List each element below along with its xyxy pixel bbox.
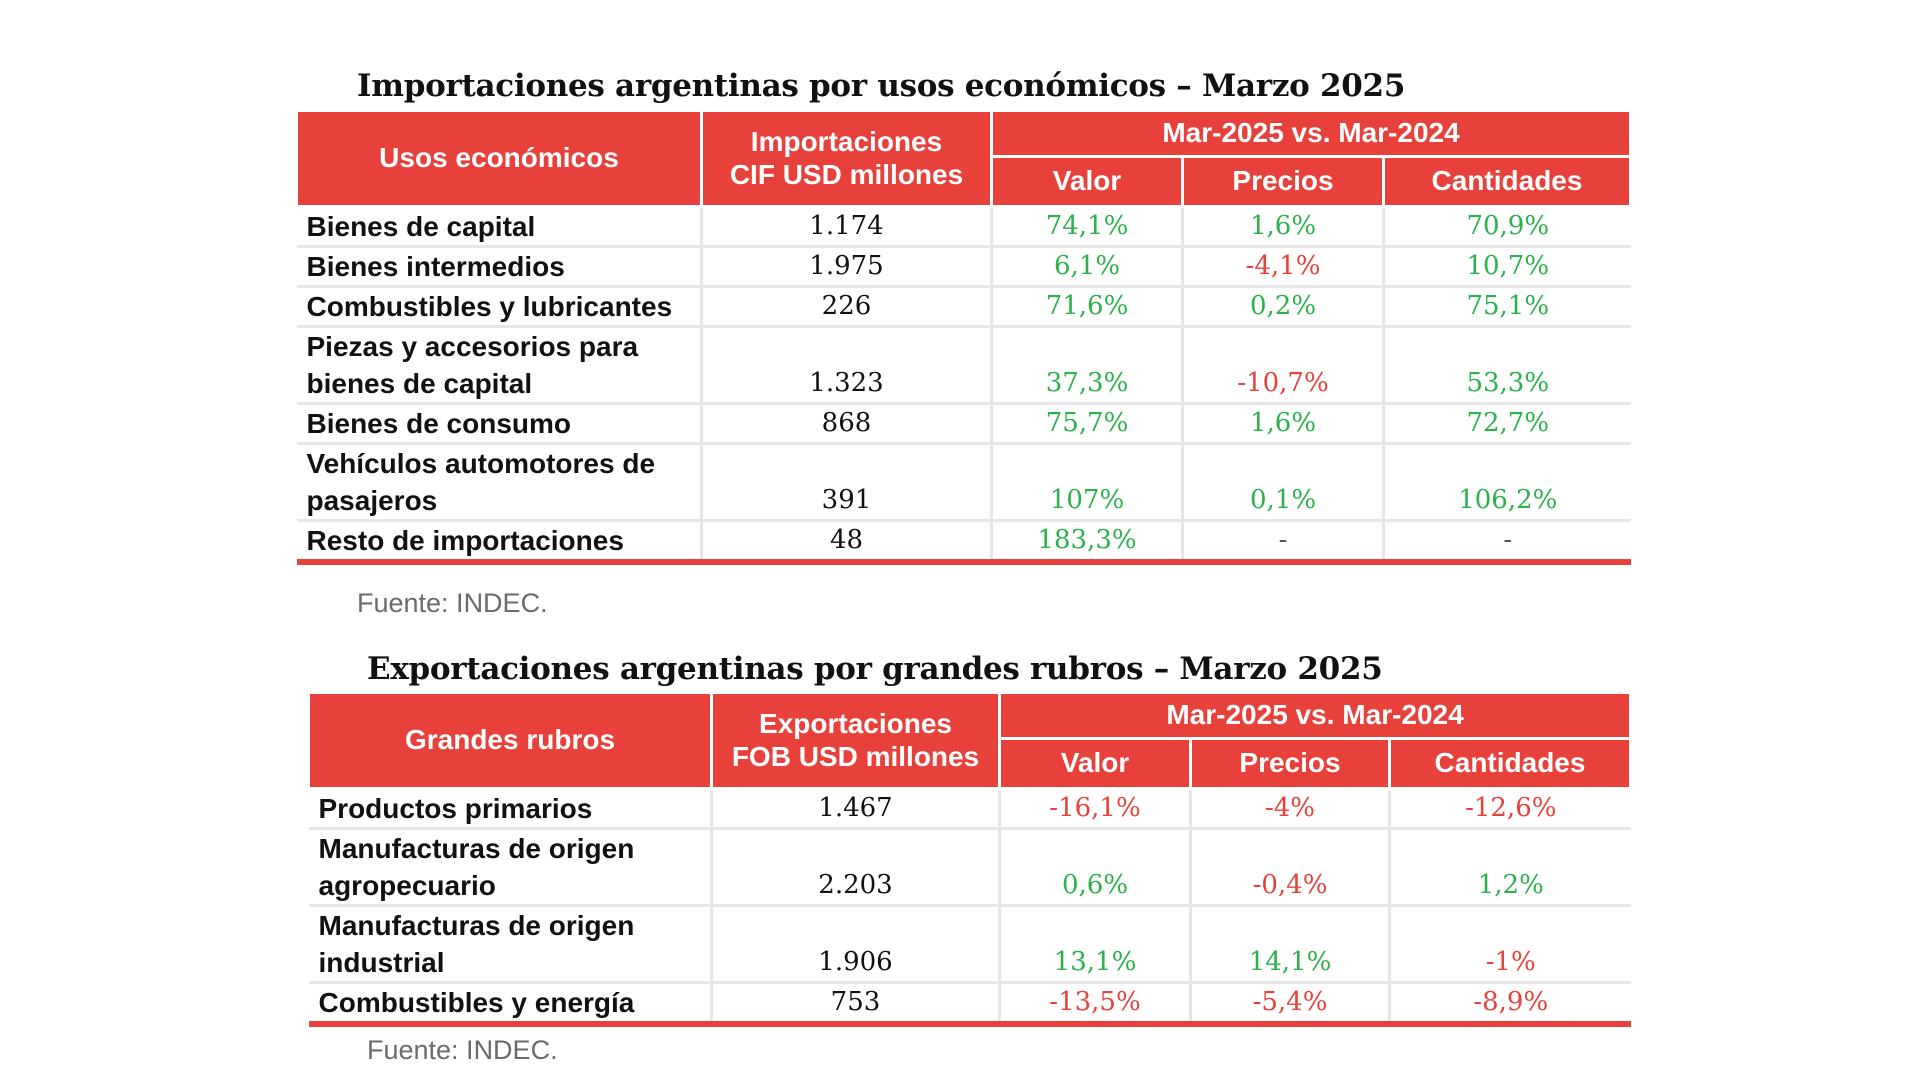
exports-header-amount-line2: FOB USD millones [731, 740, 980, 772]
imports-header-cantidades: Cantidades [1381, 155, 1633, 208]
exports-header-rubros: Grandes rubros [307, 691, 713, 790]
exports-header-cantidades: Cantidades [1387, 737, 1633, 790]
row-valor: 6,1% [991, 246, 1184, 288]
row-valor: 183,3% [991, 520, 1184, 565]
imports-header-usos: Usos económicos [295, 109, 703, 208]
imports-header-group: Mar-2025 vs. Mar-2024 [989, 109, 1633, 158]
row-label: Vehículos automotores de pasajeros [296, 443, 703, 522]
row-precios: - [1182, 520, 1385, 565]
row-amount: 1.174 [701, 206, 993, 248]
row-label: Combustibles y lubricantes [296, 286, 703, 328]
table-row: Bienes de consumo 868 75,7% 1,6% 72,7% [296, 403, 1631, 445]
table-row: Combustibles y energía 753 -13,5% -5,4% … [308, 982, 1631, 1027]
row-valor: 37,3% [991, 326, 1184, 405]
row-cantidades: -12,6% [1389, 788, 1631, 830]
imports-header-valor: Valor [990, 155, 1184, 208]
imports-source: Fuente: INDEC. [357, 588, 548, 618]
row-precios: -4,1% [1182, 246, 1385, 288]
row-label: Bienes de capital [296, 206, 703, 248]
row-cantidades: 53,3% [1383, 326, 1631, 405]
table-row: Manufacturas de origen industrial 1.906 … [308, 905, 1631, 984]
row-label: Manufacturas de origen agropecuario [308, 828, 713, 907]
row-cantidades: 106,2% [1383, 443, 1631, 522]
row-precios: 1,6% [1182, 206, 1385, 248]
row-cantidades: 1,2% [1389, 828, 1631, 907]
row-precios: 0,2% [1182, 286, 1385, 328]
exports-header-valor: Valor [998, 737, 1192, 790]
row-cantidades: -8,9% [1389, 982, 1631, 1027]
row-valor: 71,6% [991, 286, 1184, 328]
row-precios: -10,7% [1182, 326, 1385, 405]
row-label: Combustibles y energía [308, 982, 713, 1027]
row-valor: 13,1% [999, 905, 1192, 984]
table-row: Piezas y accesorios para bienes de capit… [296, 326, 1631, 405]
row-cantidades: -1% [1389, 905, 1631, 984]
row-precios: -0,4% [1190, 828, 1391, 907]
row-precios: 14,1% [1190, 905, 1391, 984]
table-row: Bienes intermedios 1.975 6,1% -4,1% 10,7… [296, 246, 1631, 288]
table-row: Resto de importaciones 48 183,3% - - [296, 520, 1631, 565]
imports-header-precios: Precios [1181, 155, 1385, 208]
row-label: Piezas y accesorios para bienes de capit… [296, 326, 703, 405]
row-label: Resto de importaciones [296, 520, 703, 565]
row-precios: 1,6% [1182, 403, 1385, 445]
row-cantidades: - [1383, 520, 1631, 565]
row-amount: 1.975 [701, 246, 993, 288]
row-valor: -13,5% [999, 982, 1192, 1027]
row-valor: -16,1% [999, 788, 1192, 830]
exports-source: Fuente: INDEC. [367, 1035, 558, 1065]
imports-table: Usos económicos Importaciones CIF USD mi… [295, 109, 1633, 565]
exports-header-group: Mar-2025 vs. Mar-2024 [997, 691, 1633, 740]
row-label: Productos primarios [308, 788, 713, 830]
exports-title: Exportaciones argentinas por grandes rub… [367, 651, 1383, 687]
row-amount: 226 [701, 286, 993, 328]
row-amount: 2.203 [711, 828, 1001, 907]
row-precios: -5,4% [1190, 982, 1391, 1027]
row-amount: 868 [701, 403, 993, 445]
row-cantidades: 72,7% [1383, 403, 1631, 445]
row-label: Bienes intermedios [296, 246, 703, 288]
row-label: Bienes de consumo [296, 403, 703, 445]
row-cantidades: 70,9% [1383, 206, 1631, 248]
exports-table: Grandes rubros Exportaciones FOB USD mil… [307, 691, 1633, 1027]
table-row: Manufacturas de origen agropecuario 2.20… [308, 828, 1631, 907]
row-valor: 75,7% [991, 403, 1184, 445]
exports-header-amount: Exportaciones FOB USD millones [710, 691, 1001, 790]
row-amount: 1.323 [701, 326, 993, 405]
row-amount: 753 [711, 982, 1001, 1027]
row-cantidades: 10,7% [1383, 246, 1631, 288]
row-cantidades: 75,1% [1383, 286, 1631, 328]
imports-title: Importaciones argentinas por usos económ… [357, 68, 1406, 104]
table-row: Bienes de capital 1.174 74,1% 1,6% 70,9% [296, 206, 1631, 248]
table-row: Productos primarios 1.467 -16,1% -4% -12… [308, 788, 1631, 830]
exports-header-precios: Precios [1189, 737, 1391, 790]
imports-header-amount: Importaciones CIF USD millones [700, 109, 993, 208]
row-precios: -4% [1190, 788, 1391, 830]
row-label: Manufacturas de origen industrial [308, 905, 713, 984]
imports-header-amount-line2: CIF USD millones [729, 158, 964, 190]
exports-header-amount-line1: Exportaciones [759, 708, 952, 740]
row-precios: 0,1% [1182, 443, 1385, 522]
row-valor: 107% [991, 443, 1184, 522]
row-amount: 1.906 [711, 905, 1001, 984]
table-row: Combustibles y lubricantes 226 71,6% 0,2… [296, 286, 1631, 328]
row-amount: 391 [701, 443, 993, 522]
table-row: Vehículos automotores de pasajeros 391 1… [296, 443, 1631, 522]
row-amount: 1.467 [711, 788, 1001, 830]
row-amount: 48 [701, 520, 993, 565]
row-valor: 74,1% [991, 206, 1184, 248]
imports-header-amount-line1: Importaciones [750, 126, 943, 158]
row-valor: 0,6% [999, 828, 1192, 907]
